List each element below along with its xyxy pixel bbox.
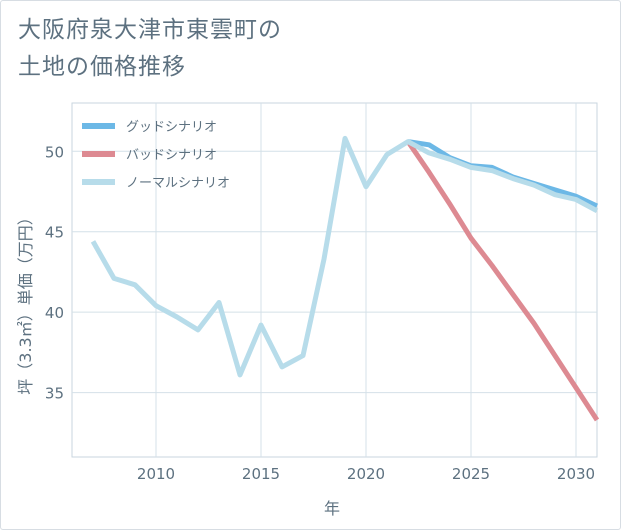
- x-axis-label: 年: [324, 499, 340, 518]
- y-axis-label: 坪（3.3㎡）単価（万円）: [16, 209, 35, 394]
- series-line-1: [405, 140, 600, 422]
- legend-label: グッドシナリオ: [126, 120, 217, 135]
- y-tick-label: 40: [45, 304, 64, 322]
- x-axis-ticks: 2010 2015 2020 2025 2030: [137, 465, 595, 483]
- x-tick-label: 2015: [242, 465, 280, 483]
- series-line-2: [90, 135, 599, 378]
- legend-label: バッドシナリオ: [126, 148, 217, 163]
- y-tick-label: 45: [45, 224, 64, 242]
- y-axis-ticks: 35 40 45 50: [45, 143, 64, 402]
- plot-area-border: [71, 102, 598, 458]
- chart-title: 大阪府泉大津市東雲町の 土地の価格推移: [18, 17, 282, 80]
- x-tick-label: 2010: [137, 465, 175, 483]
- x-tick-label: 2030: [557, 465, 595, 483]
- y-tick-label: 50: [45, 143, 64, 161]
- grid: [71, 102, 598, 458]
- series-lines: [90, 135, 600, 422]
- y-tick-label: 35: [45, 385, 64, 403]
- x-tick-label: 2020: [347, 465, 385, 483]
- legend-label: ノーマルシナリオ: [126, 176, 230, 191]
- x-tick-label: 2025: [452, 465, 490, 483]
